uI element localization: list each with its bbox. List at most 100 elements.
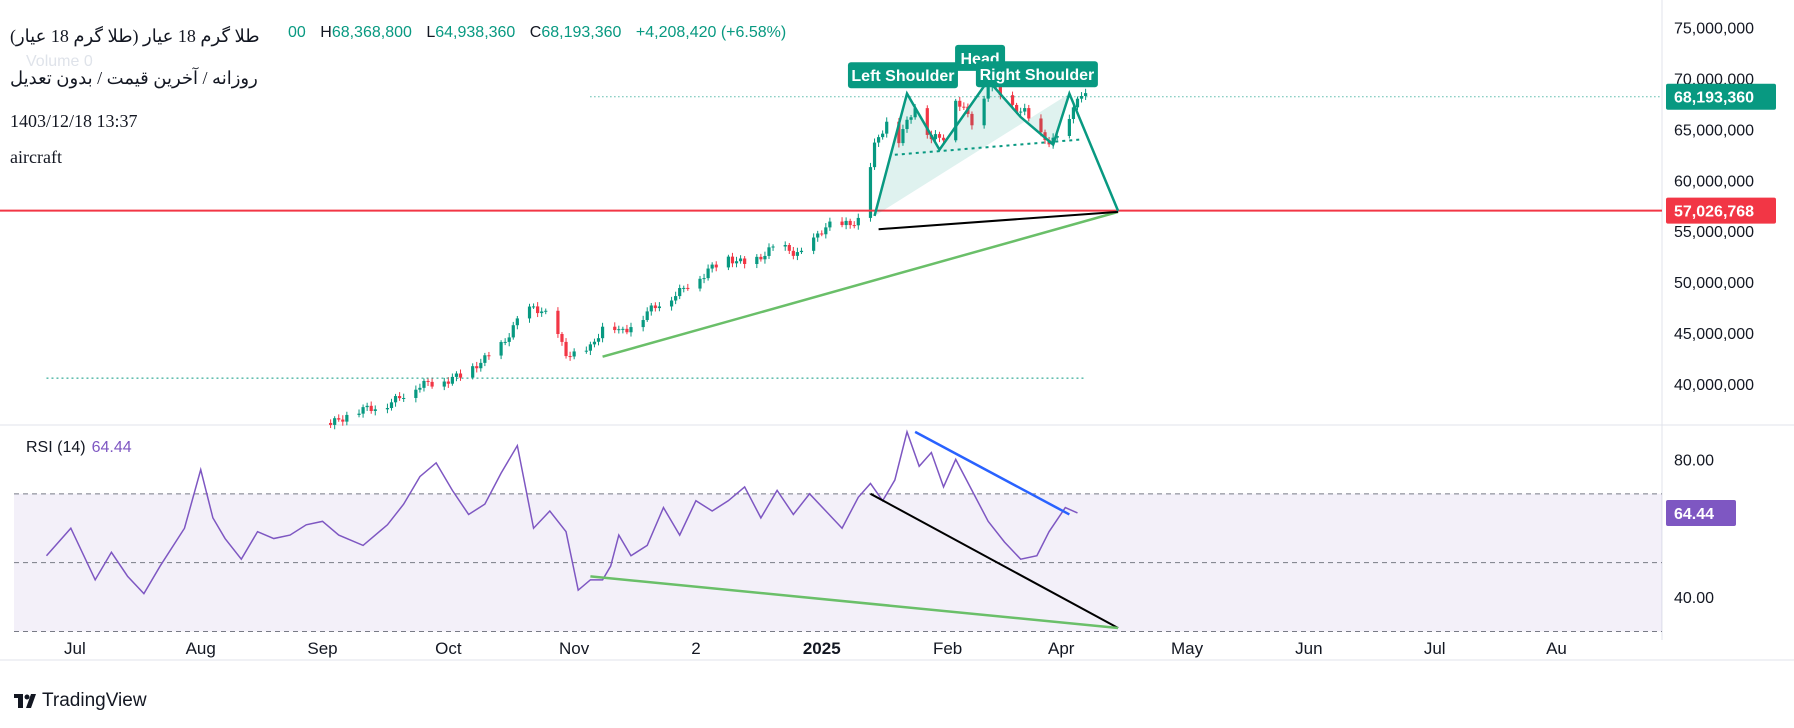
candle[interactable] — [414, 385, 418, 403]
candle[interactable] — [653, 302, 657, 312]
candle[interactable] — [791, 246, 795, 260]
candle[interactable] — [625, 324, 629, 335]
candle[interactable] — [706, 264, 710, 281]
candle[interactable] — [568, 351, 572, 361]
candle[interactable] — [544, 308, 548, 315]
candle[interactable] — [905, 116, 909, 133]
right-shoulder-label[interactable]: Right Shoulder — [975, 61, 1098, 88]
candle[interactable] — [613, 322, 617, 334]
candle[interactable] — [487, 351, 491, 360]
candle[interactable] — [329, 419, 333, 429]
rsi-legend[interactable]: RSI (14) 64.44 — [26, 439, 132, 457]
rsi-line-group[interactable] — [45, 429, 1119, 630]
candle[interactable] — [503, 338, 507, 346]
candle[interactable] — [393, 393, 398, 407]
candle[interactable] — [1084, 88, 1088, 101]
candle[interactable] — [527, 303, 532, 323]
left-shoulder-label[interactable]: Left Shoulder — [847, 62, 958, 89]
candle[interactable] — [872, 138, 877, 170]
candle[interactable] — [743, 256, 747, 269]
candle[interactable] — [592, 338, 597, 348]
candle[interactable] — [925, 105, 929, 139]
candle[interactable] — [933, 130, 938, 142]
candle[interactable] — [726, 254, 731, 271]
candle[interactable] — [682, 285, 686, 293]
candle[interactable] — [795, 247, 800, 261]
candle[interactable] — [970, 111, 974, 130]
candle[interactable] — [572, 348, 576, 360]
rsi-black-trendline[interactable] — [869, 492, 1119, 629]
candle[interactable] — [430, 377, 434, 389]
candle[interactable] — [600, 322, 605, 343]
candle[interactable] — [710, 262, 714, 273]
candle[interactable] — [385, 403, 390, 414]
candle[interactable] — [641, 315, 645, 332]
candle[interactable] — [333, 416, 337, 430]
candle[interactable] — [828, 217, 832, 231]
candle[interactable] — [812, 233, 816, 255]
candle[interactable] — [564, 338, 568, 359]
candle[interactable] — [901, 124, 905, 146]
candle[interactable] — [369, 401, 373, 414]
candle[interactable] — [357, 409, 361, 418]
candle[interactable] — [669, 296, 674, 311]
candle[interactable] — [398, 392, 402, 401]
candle[interactable] — [937, 131, 942, 143]
candle[interactable] — [816, 230, 820, 242]
candle[interactable] — [1079, 92, 1084, 103]
candle[interactable] — [840, 217, 844, 228]
candle[interactable] — [584, 346, 588, 354]
candle[interactable] — [844, 217, 848, 230]
candle[interactable] — [787, 242, 791, 255]
rsi-axis[interactable]: 40.00 80.00 — [1674, 452, 1714, 607]
time-axis[interactable]: Jul Aug Sep Oct Nov 2 2025 Feb Apr May Jun Jul Au — [64, 639, 1567, 658]
candle[interactable] — [337, 414, 341, 422]
candle[interactable] — [771, 244, 775, 251]
candle[interactable] — [483, 352, 487, 367]
candle[interactable] — [442, 377, 446, 391]
candle[interactable] — [876, 134, 881, 147]
candle[interactable] — [560, 331, 564, 346]
candle[interactable] — [982, 95, 986, 129]
candle[interactable] — [479, 358, 483, 372]
candle[interactable] — [674, 291, 678, 305]
tradingview-logo[interactable]: TradingView — [14, 690, 147, 712]
candle[interactable] — [824, 223, 828, 239]
candle[interactable] — [852, 221, 856, 229]
candle[interactable] — [422, 378, 426, 392]
candle[interactable] — [345, 411, 349, 426]
candle[interactable] — [446, 377, 450, 388]
candle[interactable] — [702, 273, 706, 284]
candle[interactable] — [499, 340, 503, 360]
candles[interactable] — [329, 81, 1088, 430]
candle[interactable] — [1075, 96, 1080, 111]
candle[interactable] — [507, 333, 511, 347]
candle[interactable] — [1071, 103, 1076, 124]
candle[interactable] — [730, 252, 735, 268]
candle[interactable] — [698, 275, 702, 292]
black-trendline[interactable] — [878, 210, 1119, 231]
candle[interactable] — [649, 302, 653, 316]
candle[interactable] — [471, 363, 475, 380]
candle[interactable] — [1027, 104, 1031, 122]
candle[interactable] — [531, 303, 536, 309]
candle[interactable] — [958, 97, 962, 111]
candle[interactable] — [954, 98, 958, 143]
candle[interactable] — [734, 256, 739, 268]
candle[interactable] — [856, 213, 860, 230]
candle[interactable] — [1019, 107, 1023, 116]
candle[interactable] — [799, 247, 804, 254]
candle[interactable] — [536, 302, 540, 318]
candle[interactable] — [588, 341, 592, 356]
candle[interactable] — [657, 302, 661, 312]
candle[interactable] — [881, 130, 885, 140]
candle[interactable] — [738, 255, 743, 264]
candle[interactable] — [763, 251, 767, 264]
candle[interactable] — [515, 315, 519, 330]
candle[interactable] — [596, 333, 601, 346]
price-axis[interactable]: 40,000,000 45,000,000 50,000,000 55,000,000… — [1674, 20, 1754, 394]
candle[interactable] — [686, 283, 690, 291]
candle[interactable] — [848, 218, 852, 229]
